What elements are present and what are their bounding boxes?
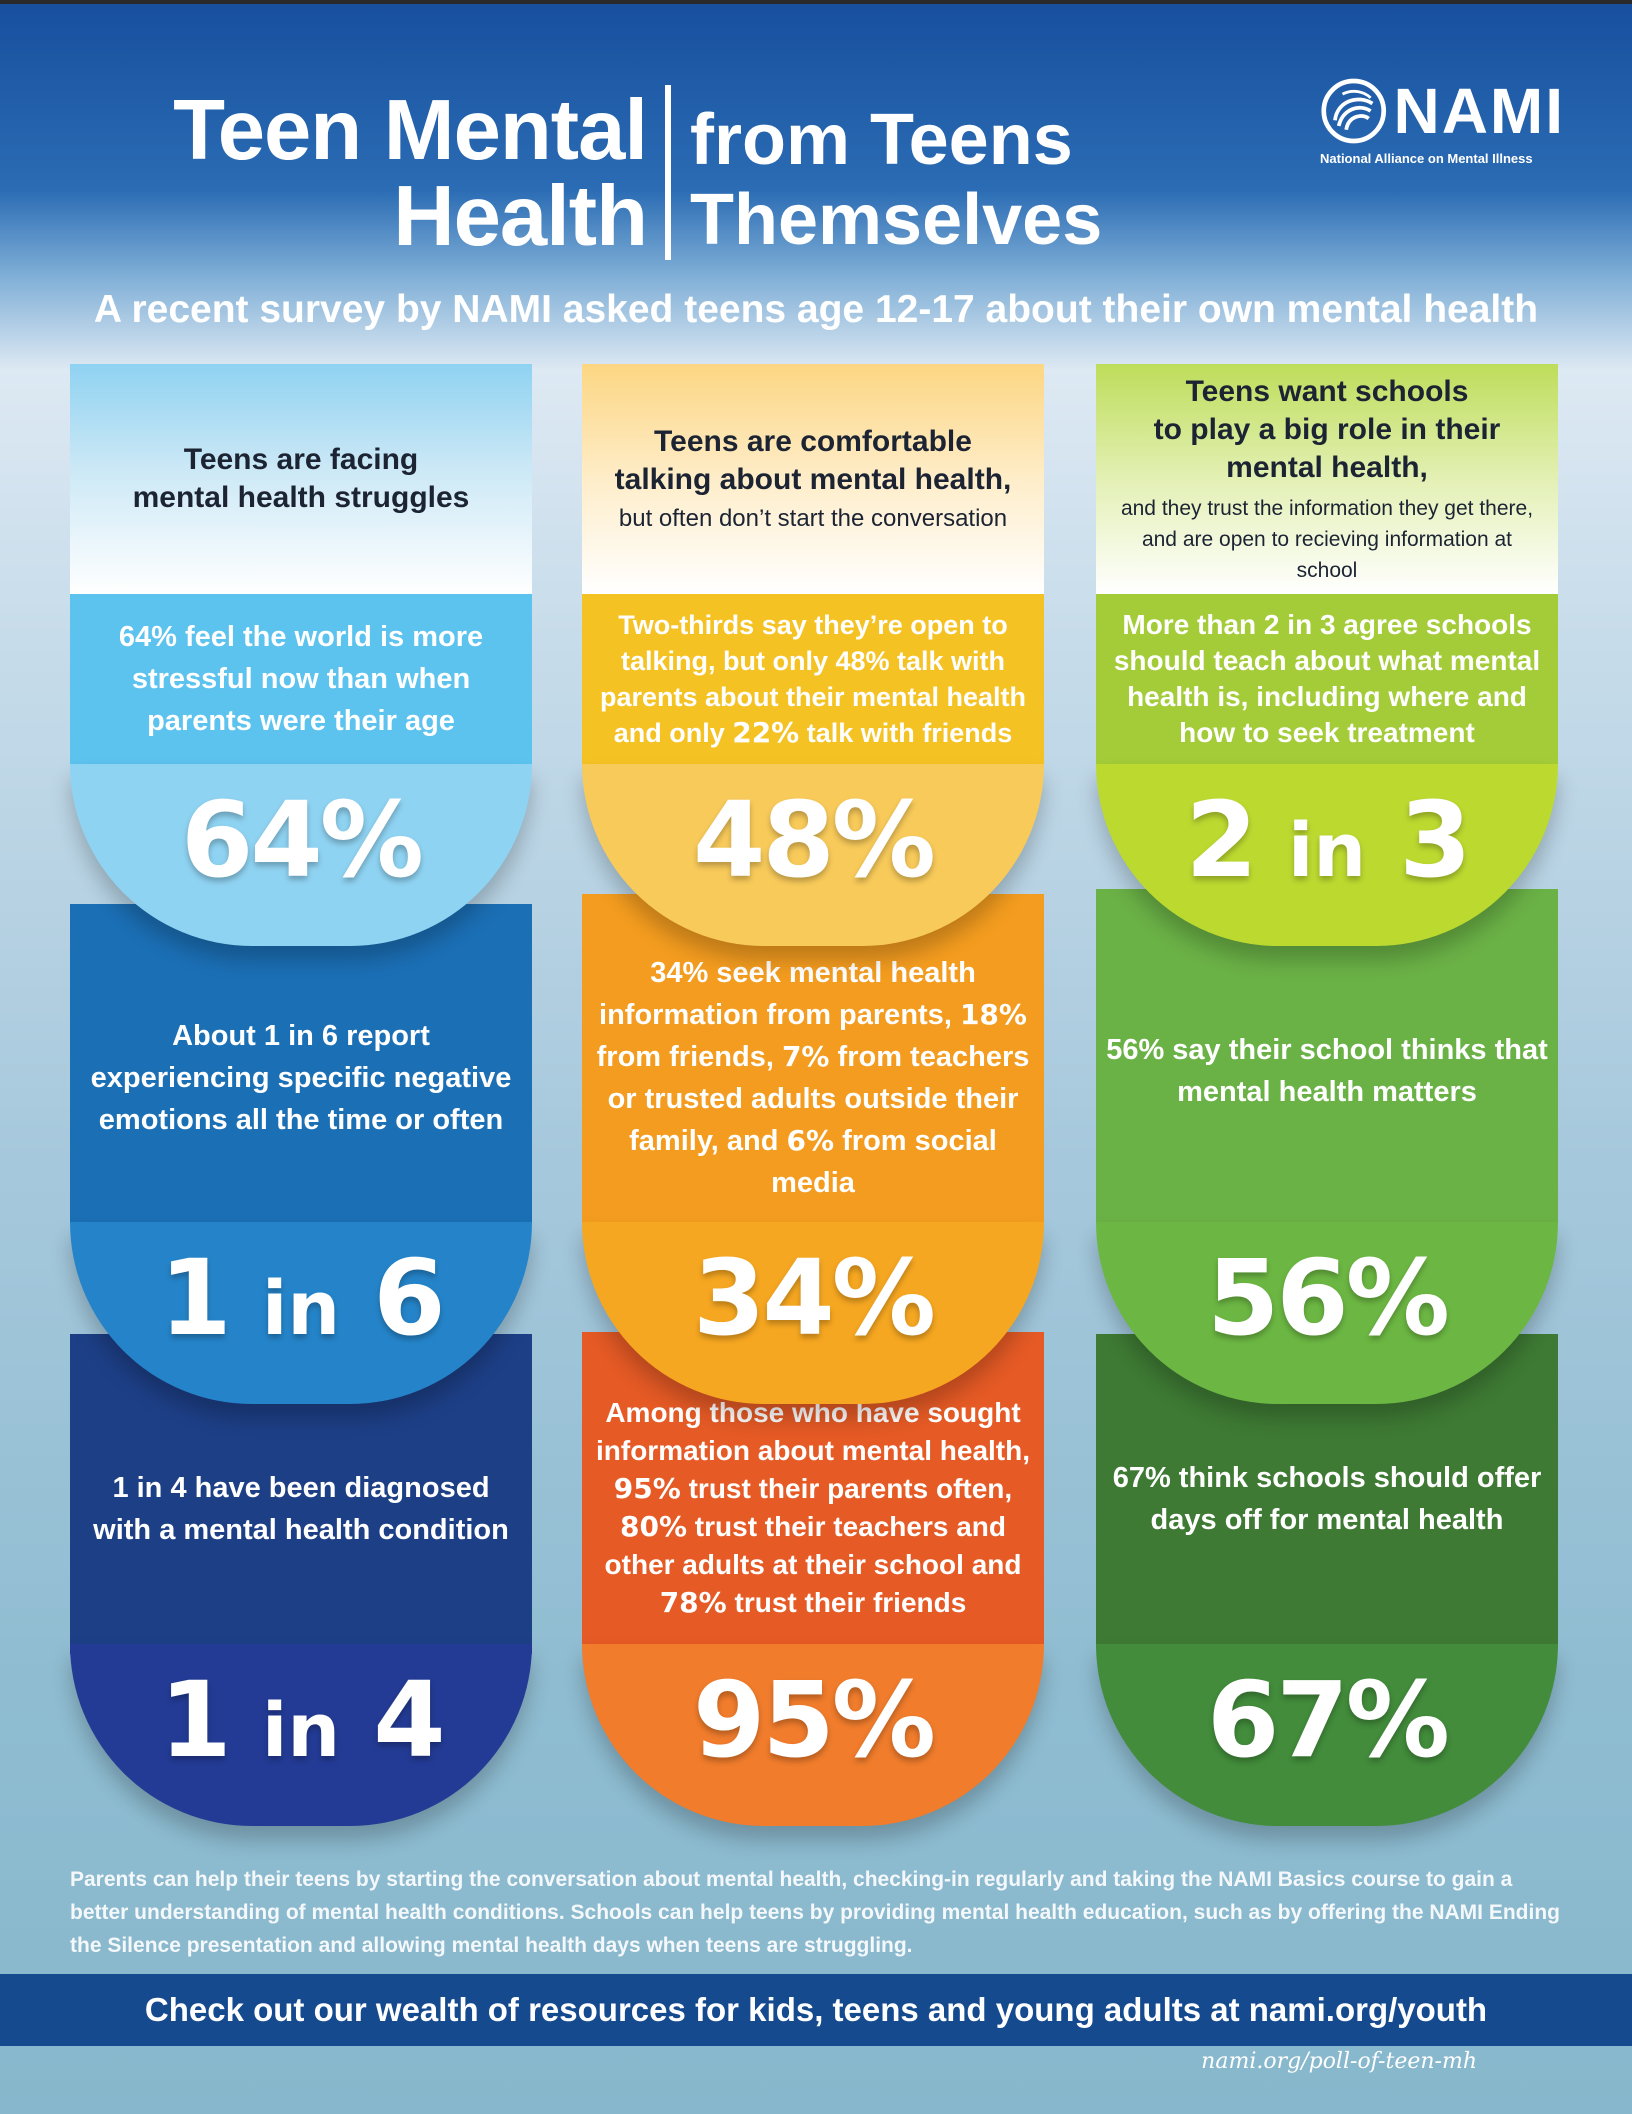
- column-header-title-line2: talking about mental health,: [614, 463, 1012, 496]
- column-header-note: and they trust the information they get …: [1120, 496, 1534, 582]
- stat-text-b: trust their parents often,: [680, 1473, 1013, 1504]
- stat-description: More than 2 in 3 agree schools should te…: [1096, 594, 1558, 764]
- stat-highlight: 7%: [781, 1040, 830, 1073]
- stat-description: Two-thirds say they’re open to talking, …: [582, 594, 1044, 764]
- stat-description: Among those who have sought information …: [582, 1332, 1044, 1644]
- title-left-line2: Health: [393, 169, 648, 264]
- stat-bowl: 95%: [582, 1644, 1044, 1826]
- stat-text-c: trust their teachers and other adults at…: [604, 1511, 1022, 1580]
- stat-value-in: in: [261, 1266, 341, 1352]
- stat-value-in: in: [1287, 808, 1367, 894]
- stat-value: 1 in 4: [159, 1668, 445, 1783]
- stat-highlight: 78%: [659, 1586, 727, 1619]
- nami-logo[interactable]: NAMI National Alliance on Mental Illness: [1320, 75, 1565, 166]
- title-left-line1: Teen Mental: [173, 83, 648, 178]
- stat-value-den: 6: [373, 1237, 445, 1359]
- title-divider: [665, 85, 671, 260]
- stat-text-b: talk with friends: [799, 718, 1013, 748]
- stat-description: About 1 in 6 report experiencing specifi…: [70, 904, 532, 1222]
- stat-value: 67%: [1207, 1659, 1450, 1781]
- nami-swirl-icon: [1321, 78, 1387, 144]
- column-header-title-line1: Teens are comfortable: [654, 425, 972, 458]
- top-border-line: [0, 0, 1632, 4]
- footer-note: Parents can help their teens by starting…: [70, 1868, 1560, 1957]
- stat-description: 64% feel the world is more stressful now…: [70, 594, 532, 764]
- stat-text-a: Two-thirds say they’re open to talking, …: [599, 610, 1027, 748]
- stat-value: 64%: [181, 779, 424, 901]
- stat-bowl: 1 in 4: [70, 1644, 532, 1826]
- stat-value: 48%: [693, 779, 936, 901]
- source-link[interactable]: nami.org/poll-of-teen-mh: [1201, 2049, 1477, 2074]
- stat-highlight: 18%: [959, 998, 1027, 1031]
- column-header: Teens are facing mental health struggles: [70, 364, 532, 594]
- stat-text-d: from social media: [771, 1125, 997, 1199]
- column-header-subtitle: but often don’t start the conversation: [618, 505, 1008, 532]
- stat-value-num: 1: [159, 1237, 231, 1359]
- stat-value-in: in: [261, 1688, 341, 1774]
- cta-link[interactable]: Check out our wealth of resources for ki…: [144, 1991, 1488, 2028]
- stat-value-den: 4: [373, 1659, 445, 1781]
- stat-highlight: 22%: [732, 716, 800, 749]
- stat-value: 34%: [693, 1237, 936, 1359]
- column-header-title-line1: Teens want schools: [1185, 374, 1469, 408]
- column-header: Teens are comfortable talking about ment…: [582, 364, 1044, 594]
- page-subtitle: A recent survey by NAMI asked teens age …: [93, 288, 1539, 331]
- stat-bowl: 67%: [1096, 1644, 1558, 1826]
- stat-highlight: 95%: [613, 1472, 681, 1505]
- stat-highlight: 6%: [786, 1124, 835, 1157]
- stat-value: 2 in 3: [1185, 788, 1471, 903]
- cta-band: Check out our wealth of resources for ki…: [0, 1974, 1632, 2046]
- stat-value: 56%: [1207, 1237, 1450, 1359]
- logo-tagline: National Alliance on Mental Illness: [1320, 151, 1533, 166]
- title-right-line2: Themselves: [690, 180, 1103, 260]
- stat-highlight: 80%: [619, 1510, 688, 1543]
- stat-text-d: trust their friends: [726, 1587, 967, 1618]
- title-right-line1: from Teens: [690, 100, 1073, 180]
- column-header-title-line3: mental health,: [1226, 450, 1428, 484]
- stat-value: 95%: [693, 1659, 936, 1781]
- page-title-right: from Teens Themselves: [690, 100, 1102, 260]
- stat-description: 34% seek mental health information from …: [582, 894, 1044, 1222]
- column-header-title-line2: to play a big role in their: [1153, 412, 1501, 446]
- logo-wordmark: NAMI: [1393, 75, 1565, 147]
- page-title-left: Teen Mental Health: [173, 83, 648, 264]
- stat-value-num: 2: [1185, 779, 1257, 901]
- stat-bowl: 48%: [582, 764, 1044, 946]
- stat-value: 1 in 6: [159, 1246, 445, 1361]
- stat-value-den: 3: [1399, 779, 1471, 901]
- column-header-title-line1: Teens are facing: [183, 443, 419, 476]
- stat-text-c: from teachers or trusted adults outside …: [607, 1041, 1030, 1157]
- column-header-title-line2: mental health struggles: [132, 481, 470, 514]
- stat-text-b: from friends,: [596, 1041, 782, 1073]
- stat-text-a: 34% seek mental health information from …: [599, 957, 976, 1031]
- stat-value-num: 1: [159, 1659, 231, 1781]
- stat-text-a: Among those who have sought information …: [595, 1397, 1030, 1466]
- column-header: Teens want schools to play a big role in…: [1096, 364, 1558, 594]
